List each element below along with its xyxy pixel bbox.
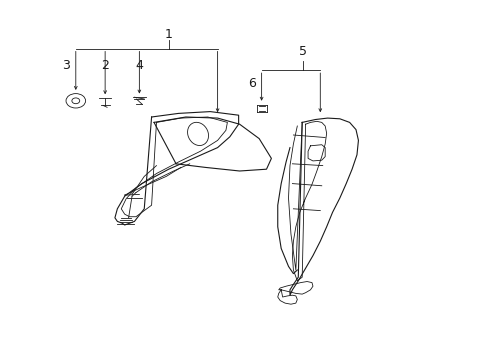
Text: 5: 5 [299,45,306,58]
Text: 3: 3 [62,59,70,72]
Text: 4: 4 [135,59,143,72]
Text: 6: 6 [247,77,255,90]
Text: 1: 1 [164,28,172,41]
Text: 2: 2 [101,59,109,72]
